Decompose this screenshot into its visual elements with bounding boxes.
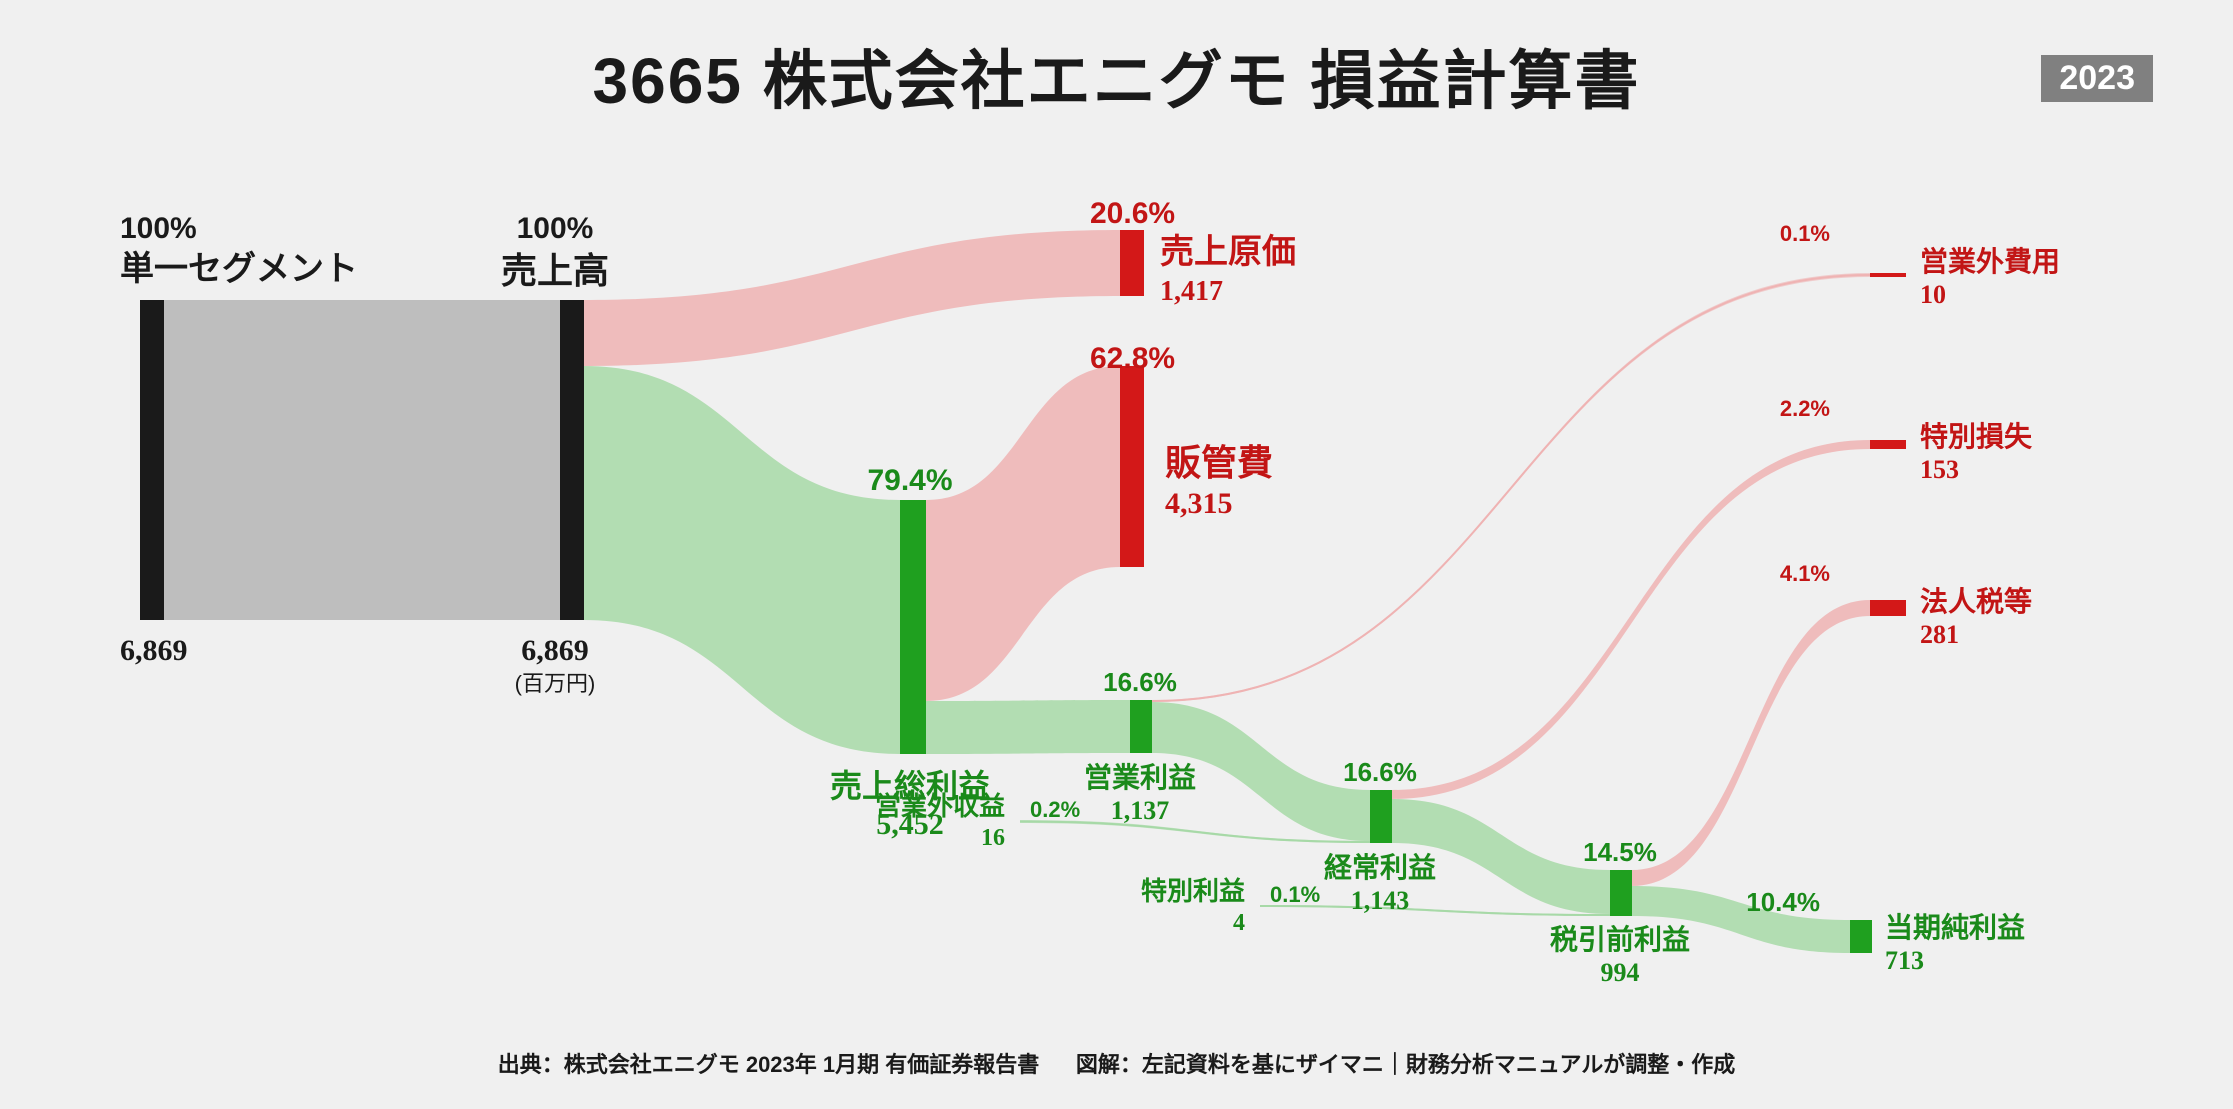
label-net-name: 当期純利益713 bbox=[1885, 910, 2025, 978]
label-pretax-name: 税引前利益994 bbox=[1500, 922, 1740, 990]
label-ext_gain-name: 特別利益4 bbox=[1045, 875, 1245, 938]
label-net-pct: 10.4% bbox=[1740, 886, 1820, 919]
label-ord-pct: 16.6% bbox=[1280, 756, 1480, 789]
label-ext_loss-pct: 2.2% bbox=[1750, 395, 1830, 423]
label-sga-pct: 62.8% bbox=[1090, 340, 1175, 378]
footer-text: 出典：株式会社エニグモ 2023年 1月期 有価証券報告書 図解：左記資料を基に… bbox=[0, 1047, 2233, 1079]
label-segment-value: 6,869 bbox=[120, 632, 188, 670]
label-ext_loss-name: 特別損失153 bbox=[1920, 419, 2032, 487]
label-segment-top: 100%単一セグメント bbox=[120, 210, 358, 290]
label-cogs-name: 売上原価1,417 bbox=[1160, 231, 1296, 309]
label-nonop_inc-pct: 0.2% bbox=[1030, 796, 1080, 824]
label-gross-pct: 79.4% bbox=[810, 462, 1010, 500]
label-op-pct: 16.6% bbox=[1040, 666, 1240, 699]
sankey-canvas: 3665 株式会社エニグモ 損益計算書 2023 100%単一セグメント6,86… bbox=[0, 0, 2233, 1109]
label-sga-name: 販管費4,315 bbox=[1165, 440, 1273, 523]
label-cogs-pct: 20.6% bbox=[1090, 195, 1175, 233]
footer-source: 出典：株式会社エニグモ 2023年 1月期 有価証券報告書 bbox=[498, 1052, 1040, 1077]
label-revenue-top: 100%売上高 bbox=[435, 210, 675, 293]
label-revenue-value: 6,869(百万円) bbox=[435, 632, 675, 697]
label-tax-pct: 4.1% bbox=[1750, 560, 1830, 588]
footer-credit: 図解：左記資料を基にザイマニ｜財務分析マニュアルが調整・作成 bbox=[1076, 1052, 1735, 1077]
label-ext_gain-pct: 0.1% bbox=[1270, 881, 1320, 909]
label-nonop_exp-pct: 0.1% bbox=[1750, 220, 1830, 248]
label-nonop_exp-name: 営業外費用10 bbox=[1920, 244, 2060, 312]
label-tax-name: 法人税等281 bbox=[1920, 584, 2032, 652]
label-pretax-pct: 14.5% bbox=[1520, 836, 1720, 869]
label-nonop_inc-name: 営業外収益16 bbox=[805, 790, 1005, 853]
